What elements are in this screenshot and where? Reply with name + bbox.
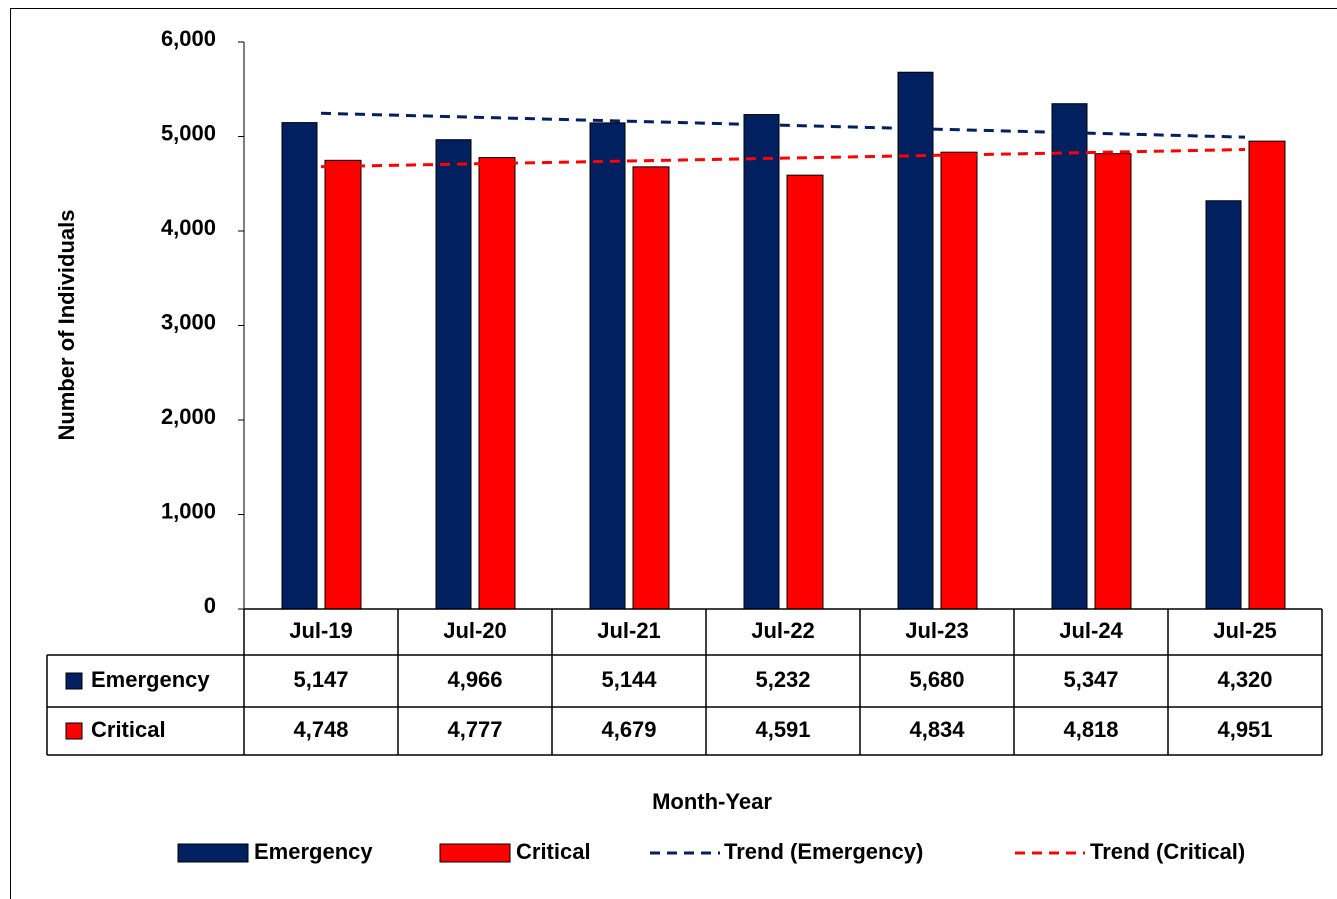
trend-line	[320, 111, 1246, 139]
table-value: 4,679	[601, 717, 656, 742]
x-axis-title: Month-Year	[652, 789, 772, 814]
bar	[1248, 140, 1286, 610]
table-value: 4,834	[909, 717, 965, 742]
table-value: 4,966	[447, 667, 502, 692]
legend-label: Trend (Critical)	[1090, 839, 1245, 864]
bar	[940, 151, 978, 610]
y-tick-label: 3,000	[161, 309, 216, 334]
bar	[632, 166, 670, 610]
bar	[478, 157, 516, 610]
bar	[786, 174, 824, 610]
table-value: 4,818	[1063, 717, 1118, 742]
y-axis-title: Number of Individuals	[54, 209, 79, 440]
bar	[281, 122, 318, 610]
table-value: 5,347	[1063, 667, 1118, 692]
bar	[1094, 153, 1132, 610]
x-tick-label: Jul-24	[1059, 618, 1123, 643]
table-value: 4,591	[755, 717, 810, 742]
x-tick-label: Jul-20	[443, 618, 507, 643]
legend-label: Emergency	[254, 839, 373, 864]
y-tick-label: 1,000	[161, 498, 216, 523]
bar	[324, 159, 362, 610]
x-tick-label: Jul-19	[289, 618, 353, 643]
x-tick-label: Jul-21	[597, 618, 661, 643]
table-value: 4,951	[1217, 717, 1272, 742]
bar	[897, 71, 934, 610]
legend-label: Trend (Emergency)	[724, 839, 923, 864]
table-legend-key	[65, 672, 83, 690]
x-tick-label: Jul-22	[751, 618, 815, 643]
table-value: 5,144	[601, 667, 657, 692]
table-value: 4,320	[1217, 667, 1272, 692]
x-tick-label: Jul-25	[1213, 618, 1277, 643]
x-tick-label: Jul-23	[905, 618, 969, 643]
table-row-label: Emergency	[91, 667, 210, 692]
table-legend-key	[65, 722, 83, 740]
table-value: 5,147	[293, 667, 348, 692]
table-row-label: Critical	[91, 717, 166, 742]
table-value: 5,232	[755, 667, 810, 692]
y-tick-label: 4,000	[161, 215, 216, 240]
legend-swatch	[177, 843, 249, 863]
y-tick-label: 5,000	[161, 120, 216, 145]
table-value: 5,680	[909, 667, 964, 692]
bar	[435, 139, 472, 610]
bar	[1051, 103, 1088, 610]
table-value: 4,777	[447, 717, 502, 742]
legend-swatch	[439, 843, 511, 863]
y-tick-label: 6,000	[161, 26, 216, 51]
bar	[1205, 200, 1242, 610]
y-tick-label: 2,000	[161, 404, 216, 429]
trend-line	[320, 148, 1246, 169]
legend-label: Critical	[516, 839, 591, 864]
table-value: 4,748	[293, 717, 348, 742]
y-tick-label: 0	[204, 593, 216, 618]
bar	[743, 114, 780, 610]
bar	[589, 122, 626, 610]
